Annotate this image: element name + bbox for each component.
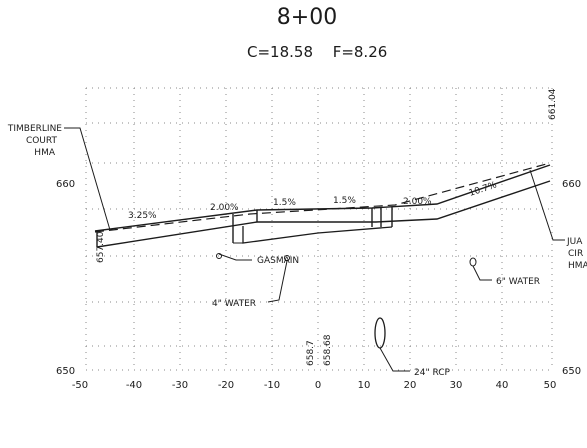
water-6-callout: 6" WATER (469, 257, 540, 287)
water-4-callout: 4" WATER (212, 255, 290, 309)
slope-label: 3.25% (128, 211, 157, 221)
x-tick: 20 (404, 380, 417, 391)
street-name: COURT (26, 136, 58, 146)
right-street-leader (529, 169, 565, 241)
cut-value: C=18.58 (247, 43, 313, 61)
elevation-center: 658.68 (323, 334, 333, 366)
slope-label: 2.00% (403, 197, 432, 207)
elevation-left: 657.40 (96, 231, 106, 263)
slope-labels: 3.25% 2.00% 1.5% 1.5% 2.00% 10.7% (128, 180, 499, 221)
grid (85, 87, 553, 371)
gasmain-callout: GASMAIN (216, 253, 299, 266)
x-axis: -50 -40 -30 -20 -10 0 10 20 30 40 50 (72, 380, 557, 391)
y-axis-right-bottom: 650 (562, 366, 581, 377)
street-name: TIMBERLINE (7, 124, 62, 134)
street-name: JUA (566, 237, 583, 247)
proposed-road (94, 164, 551, 248)
rcp-pipe (374, 317, 386, 349)
water-4-marker (284, 255, 290, 261)
x-tick: 10 (358, 380, 371, 391)
x-tick: -50 (72, 380, 88, 391)
left-street-leader (64, 127, 111, 231)
water-4-leader (267, 260, 288, 303)
elevation-right: 661.04 (548, 88, 558, 120)
rcp-callout: 24" RCP (374, 317, 451, 378)
y-axis-right-top: 660 (562, 179, 581, 190)
subbase-outline (242, 226, 393, 244)
street-name: CIR (568, 249, 583, 259)
water-6-marker (469, 257, 477, 267)
x-tick: -40 (126, 380, 142, 391)
road-top-line (94, 164, 551, 232)
water-6-leader (472, 265, 492, 281)
x-tick: 50 (544, 380, 557, 391)
right-street-label: JUA CIR HMA (529, 169, 587, 271)
rcp-label: 24" RCP (414, 368, 451, 378)
slope-label: 1.5% (273, 198, 296, 208)
slope-label: 1.5% (333, 196, 356, 206)
gasmain-label: GASMAIN (257, 256, 299, 266)
gasmain-leader (218, 253, 252, 261)
road-bottom-line (96, 180, 551, 248)
x-tick: 40 (496, 380, 509, 391)
street-surface: HMA (34, 148, 56, 158)
y-axis-left-top: 660 (56, 179, 75, 190)
rcp-leader (379, 347, 410, 372)
slope-label: 2.00% (210, 203, 239, 213)
left-street-label: TIMBERLINE COURT HMA (7, 124, 111, 231)
elevation-center: 658.7 (306, 340, 316, 366)
street-surface: HMA (568, 261, 587, 271)
x-tick: -20 (218, 380, 234, 391)
gasmain-marker (216, 253, 222, 259)
slope-label: 10.7% (468, 180, 499, 198)
y-axis-left-bottom: 650 (56, 366, 75, 377)
water-4-label: 4" WATER (212, 299, 256, 309)
x-tick: -10 (264, 380, 280, 391)
x-tick: 30 (450, 380, 463, 391)
x-tick: -30 (172, 380, 188, 391)
water-6-label: 6" WATER (496, 277, 540, 287)
fill-value: F=8.26 (333, 43, 388, 61)
station-title: 8+00 (277, 5, 337, 30)
x-tick: 0 (315, 380, 321, 391)
